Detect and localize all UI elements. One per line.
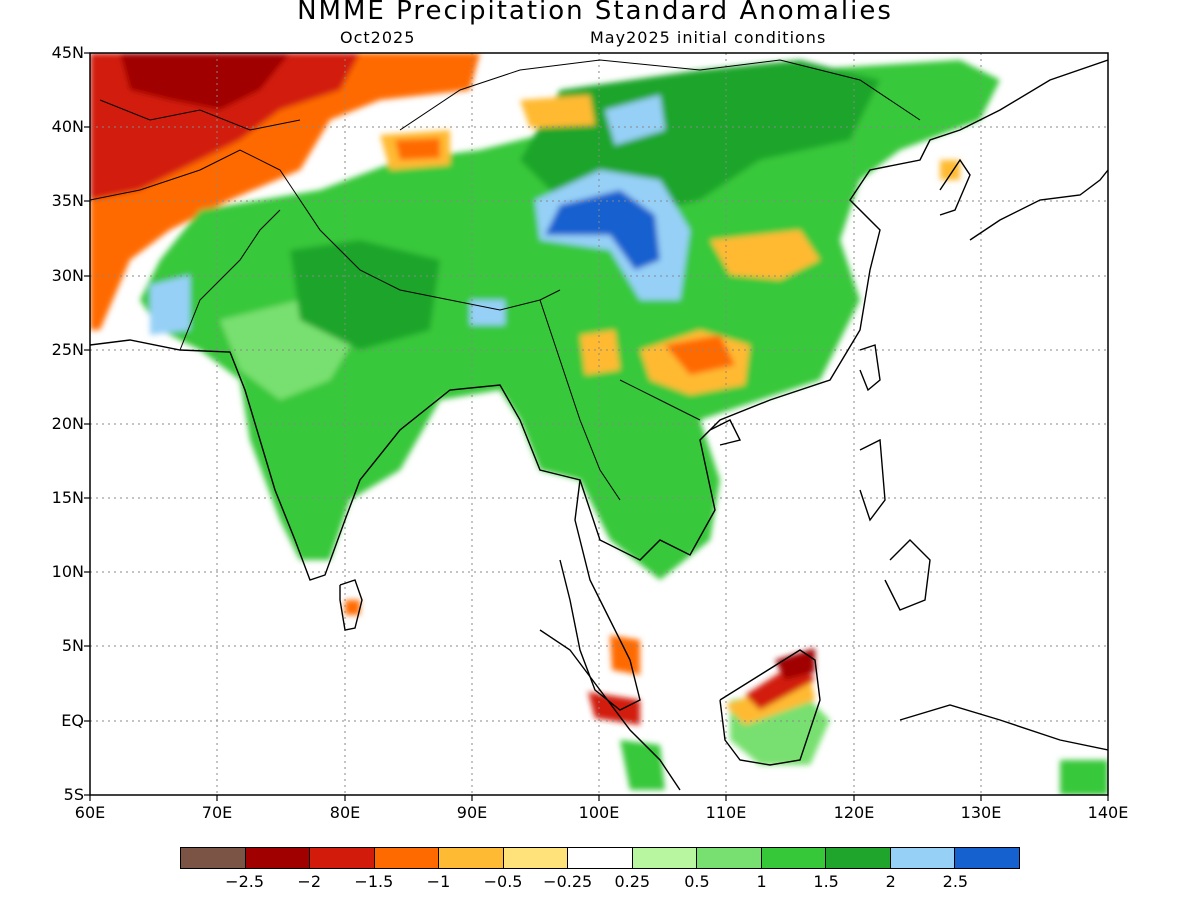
lat-label: 30N: [51, 266, 84, 285]
colorbar-swatch: [439, 848, 504, 868]
colorbar-swatch: [955, 848, 1019, 868]
lat-label: 20N: [51, 414, 84, 433]
lat-label: 10N: [51, 562, 84, 581]
forecast-month: Oct2025: [340, 28, 416, 47]
lon-label: 60E: [74, 803, 106, 822]
colorbar-swatch: [374, 848, 440, 868]
colorbar-tick-label: 0.5: [684, 872, 710, 891]
colorbar-tick-label: −2.5: [225, 872, 265, 891]
lat-label: 40N: [51, 117, 84, 136]
lat-label: 5S: [63, 785, 84, 804]
colorbar-tick-label: 1.5: [813, 872, 839, 891]
colorbar-swatch: [826, 848, 891, 868]
colorbar-swatch: [697, 848, 762, 868]
colorbar-tick-label: −0.5: [483, 872, 523, 891]
lon-label: 110E: [705, 803, 747, 822]
lat-label: 35N: [51, 191, 84, 210]
lon-label: 140E: [1087, 803, 1129, 822]
lat-label: 25N: [51, 340, 84, 359]
country-borders: [90, 59, 921, 501]
lon-label: 90E: [456, 803, 488, 822]
colorbar-tick-label: −0.25: [543, 872, 593, 891]
colorbar-tick-label: 2.5: [942, 872, 969, 891]
lon-label: 70E: [201, 803, 233, 822]
lat-label: EQ: [61, 711, 84, 730]
lat-label: 45N: [51, 43, 84, 62]
colorbar-tick-label: 1: [756, 872, 767, 891]
colorbar-swatch: [181, 848, 246, 868]
lon-label: 120E: [833, 803, 875, 822]
colorbar-tick-label: 2: [885, 872, 896, 891]
colorbar: [180, 847, 1020, 869]
anomaly-field: [90, 53, 1108, 795]
colorbar-tick-label: 0.25: [614, 872, 651, 891]
lon-label: 80E: [329, 803, 361, 822]
lat-label: 5N: [61, 636, 84, 655]
colorbar-swatch: [632, 848, 698, 868]
colorbar-swatch: [245, 848, 311, 868]
axis-ticks: [84, 52, 1109, 801]
initial-conditions: May2025 initial conditions: [590, 28, 827, 47]
colorbar-tick-label: −2: [297, 872, 322, 891]
colorbar-swatch: [890, 848, 956, 868]
colorbar-swatch: [568, 848, 633, 868]
map-title: NMME Precipitation Standard Anomalies: [297, 0, 893, 26]
lat-label: 15N: [51, 488, 84, 507]
colorbar-tick-label: −1: [426, 872, 451, 891]
lon-label: 130E: [960, 803, 1002, 822]
gridlines: [90, 53, 1108, 795]
colorbar-swatch: [310, 848, 375, 868]
colorbar-tick-label: −1.5: [354, 872, 394, 891]
coastlines: [90, 59, 1108, 791]
colorbar-swatch: [503, 848, 569, 868]
colorbar-swatch: [761, 848, 827, 868]
lon-label: 100E: [578, 803, 620, 822]
